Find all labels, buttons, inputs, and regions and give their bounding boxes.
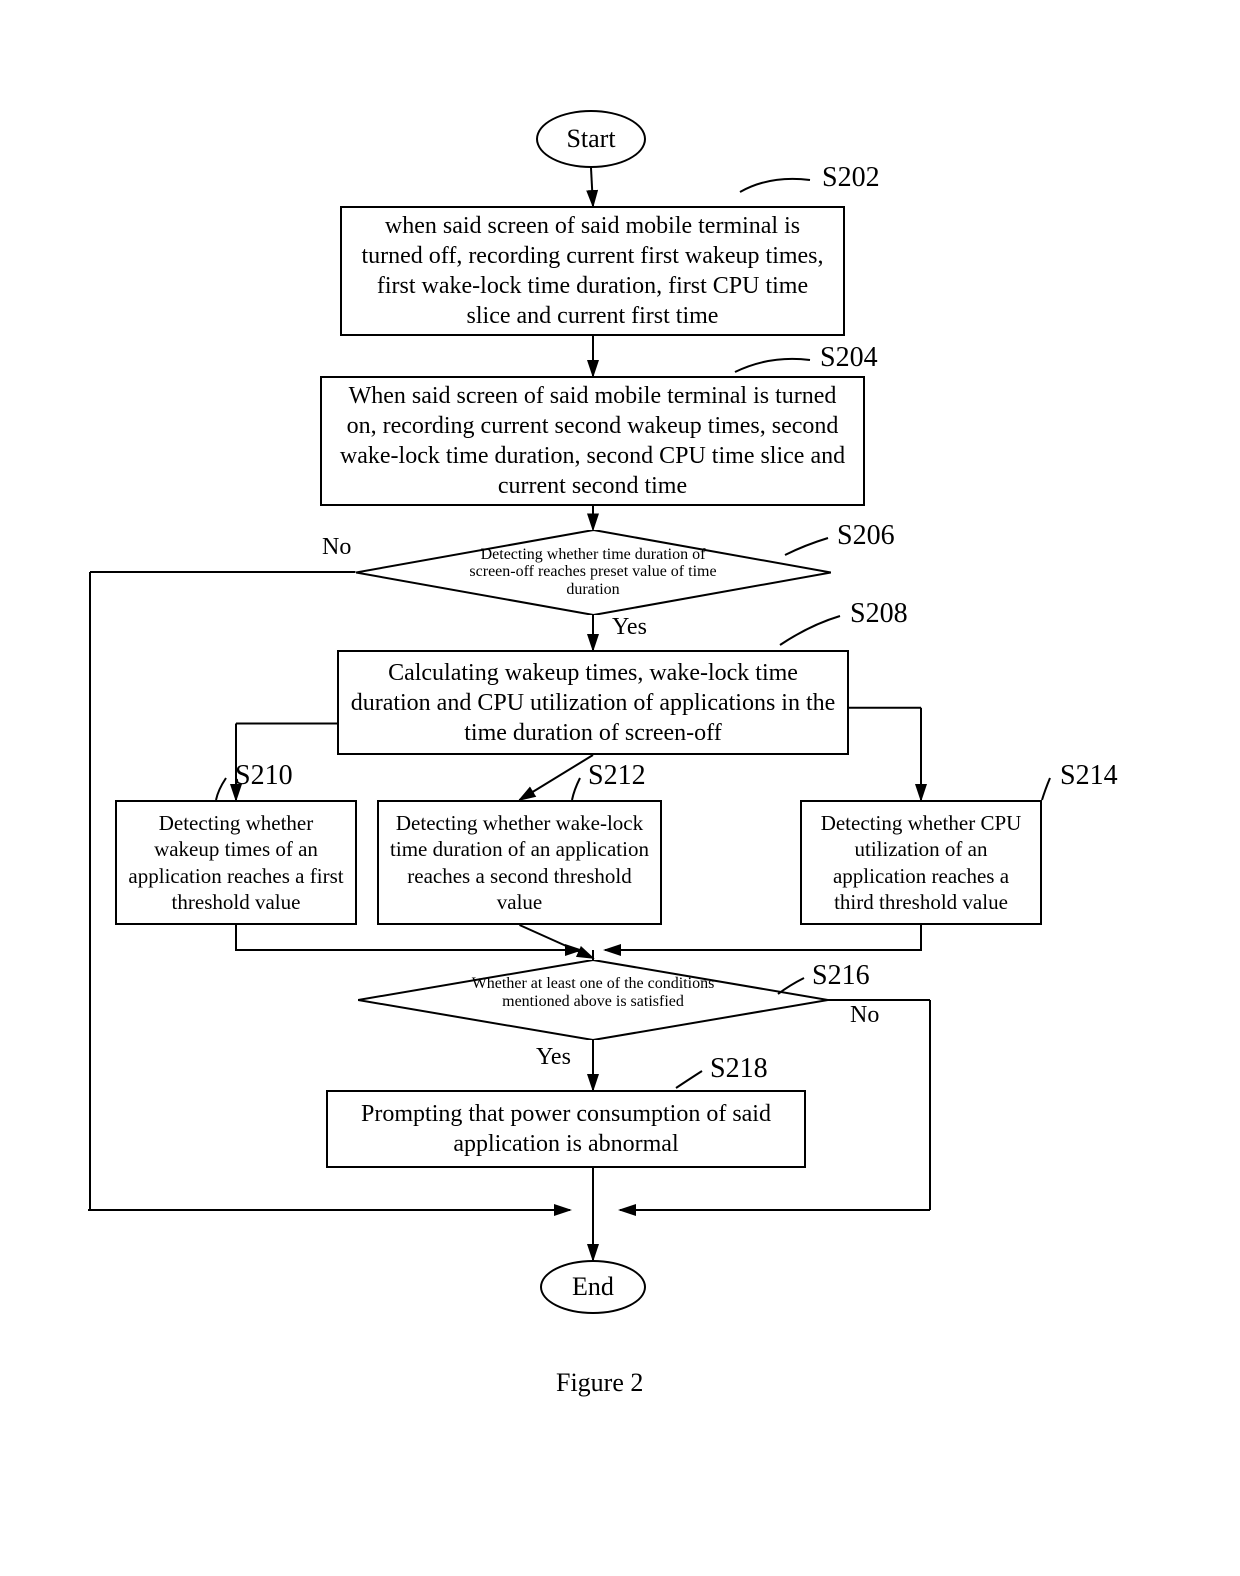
branch-label-no-s216: No <box>850 1002 879 1029</box>
process-s204-text: When said screen of said mobile terminal… <box>332 381 853 501</box>
step-label-s210: S210 <box>235 760 293 792</box>
branch-label-yes-s216: Yes <box>536 1044 571 1071</box>
process-s214: Detecting whether CPU utilization of an … <box>800 800 1042 925</box>
decision-s216 <box>358 960 828 1040</box>
process-s210-text: Detecting whether wakeup times of an app… <box>127 810 345 915</box>
process-s218: Prompting that power consumption of said… <box>326 1090 806 1168</box>
branch-label-yes-s206: Yes <box>612 614 647 641</box>
process-s212: Detecting whether wake-lock time duratio… <box>377 800 662 925</box>
terminator-start-label: Start <box>566 124 615 154</box>
step-label-s206: S206 <box>837 520 895 552</box>
process-s208: Calculating wakeup times, wake-lock time… <box>337 650 849 755</box>
step-label-s202: S202 <box>822 162 880 194</box>
terminator-end: End <box>540 1260 646 1314</box>
process-s212-text: Detecting whether wake-lock time duratio… <box>389 810 650 915</box>
flowchart-container: Start End when said screen of said mobil… <box>0 0 1240 1576</box>
step-label-s216: S216 <box>812 960 870 992</box>
step-label-s204: S204 <box>820 342 878 374</box>
process-s208-text: Calculating wakeup times, wake-lock time… <box>349 658 837 748</box>
process-s210: Detecting whether wakeup times of an app… <box>115 800 357 925</box>
process-s204: When said screen of said mobile terminal… <box>320 376 865 506</box>
step-label-s218: S218 <box>710 1053 768 1085</box>
figure-caption: Figure 2 <box>556 1368 643 1398</box>
branch-label-no-s206: No <box>322 534 351 561</box>
terminator-end-label: End <box>572 1272 614 1302</box>
step-label-s208: S208 <box>850 598 908 630</box>
step-label-s212: S212 <box>588 760 646 792</box>
terminator-start: Start <box>536 110 646 168</box>
step-label-s214: S214 <box>1060 760 1118 792</box>
process-s214-text: Detecting whether CPU utilization of an … <box>812 810 1030 915</box>
decision-s206 <box>356 530 831 615</box>
process-s218-text: Prompting that power consumption of said… <box>338 1099 794 1159</box>
process-s202-text: when said screen of said mobile terminal… <box>352 211 833 331</box>
process-s202: when said screen of said mobile terminal… <box>340 206 845 336</box>
